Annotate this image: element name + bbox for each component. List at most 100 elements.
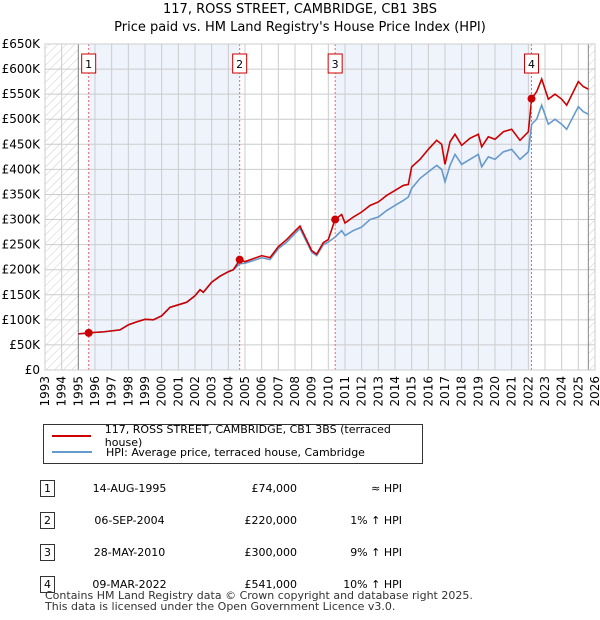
sale-label-box <box>81 53 97 74</box>
y-tick-label: £450K <box>2 137 42 151</box>
sale-label: 3 <box>332 58 339 71</box>
transaction-price: £300,000 <box>244 545 298 559</box>
footer: Contains HM Land Registry data © Crown c… <box>45 590 473 612</box>
cell-price: £220,000 <box>187 504 298 536</box>
sale-label-box <box>327 53 343 74</box>
x-tick-label: 1999 <box>138 376 152 407</box>
footer-licence: This data is licensed under the Open Gov… <box>45 600 396 613</box>
shaded-period <box>88 44 240 370</box>
cell-hpi: 9% ↑ HPI <box>297 536 402 568</box>
plot-border <box>44 43 596 371</box>
price-chart: 1993 1994 1995 1996 1997 1998 1999 2000 2001 2002… <box>2 37 600 407</box>
y-tick-label: £50K <box>9 338 41 352</box>
transaction-num: 4 <box>40 575 55 593</box>
no-data-hatch-right <box>588 44 595 370</box>
x-tick-label: 2002 <box>188 376 202 407</box>
legend-price-swatch <box>52 435 91 437</box>
transaction-num: 1 <box>40 479 55 497</box>
x-tick-label: 2022 <box>521 376 535 407</box>
x-tick-label: 2023 <box>538 376 552 407</box>
legend-hpi-label: HPI: Average price, terraced house, Camb… <box>106 445 365 459</box>
price-paid-line <box>78 76 589 335</box>
y-tick-label: £150K <box>2 288 42 302</box>
sale-label-box <box>232 53 248 74</box>
y-tick-label: £100K <box>2 313 42 327</box>
cell-date: 14-AUG-1995 <box>72 472 187 504</box>
x-tick-label: 2026 <box>588 376 600 407</box>
y-tick-label: £650K <box>2 37 42 51</box>
y-tick-label: £400K <box>2 162 42 176</box>
cell-hpi: ≈ HPI <box>297 472 402 504</box>
cell-date: 28-MAY-2010 <box>72 536 187 568</box>
y-tick-label: £600K <box>2 62 42 76</box>
y-tick-label: £250K <box>2 238 42 252</box>
x-tick-label: 1997 <box>105 376 119 407</box>
transaction-date: 09-MAR-2022 <box>92 577 167 591</box>
x-tick-label: 2003 <box>205 376 219 407</box>
cell-hpi: 1% ↑ HPI <box>297 504 402 536</box>
x-tick-label: 2019 <box>471 376 485 407</box>
y-tick-label: £550K <box>2 87 42 101</box>
sale-point <box>235 255 244 264</box>
x-tick-label: 1993 <box>38 376 52 407</box>
x-tick-label: 2024 <box>555 376 569 407</box>
table-row: 4 09-MAR-2022 £541,000 10% ↑ HPI <box>40 568 402 600</box>
transaction-date: 06-SEP-2004 <box>94 513 165 527</box>
x-tick-label: 1996 <box>88 376 102 407</box>
sale-label-box <box>524 53 539 74</box>
transaction-date: 14-AUG-1995 <box>92 481 167 495</box>
sale-point <box>527 94 536 103</box>
shaded-period <box>335 44 532 370</box>
transaction-hpi: 10% ↑ HPI <box>343 577 402 591</box>
cell-num: 2 <box>40 504 72 536</box>
x-tick-label: 2012 <box>355 376 369 407</box>
x-tick-label: 2001 <box>171 376 185 407</box>
x-tick-label: 2011 <box>338 376 352 407</box>
x-tick-label: 1998 <box>121 376 135 407</box>
legend-hpi-swatch <box>52 451 92 453</box>
sale-point <box>84 328 93 337</box>
footer-copyright: Contains HM Land Registry data © Crown c… <box>45 589 473 602</box>
chart-title: 117, ROSS STREET, CAMBRIDGE, CB1 3BS <box>163 2 437 17</box>
legend-price-label: 117, ROSS STREET, CAMBRIDGE, CB1 3BS (te… <box>104 423 391 449</box>
x-tick-label: 2006 <box>255 376 269 407</box>
y-tick-label: £350K <box>2 187 42 201</box>
x-tick-label: 2007 <box>271 376 285 407</box>
x-tick-label: 2018 <box>455 376 469 407</box>
table-row: 1 14-AUG-1995 £74,000 ≈ HPI <box>40 472 402 504</box>
x-tick-label: 2015 <box>405 376 419 407</box>
x-tick-label: 2009 <box>305 376 319 407</box>
sale-label: 4 <box>528 58 535 71</box>
transaction-hpi: 9% ↑ HPI <box>350 545 402 559</box>
x-tick-label: 2017 <box>438 376 452 407</box>
x-tick-label: 2000 <box>155 376 169 407</box>
y-tick-label: £0 <box>25 363 40 377</box>
cell-price: £300,000 <box>187 536 298 568</box>
cell-hpi: 10% ↑ HPI <box>297 568 402 600</box>
transaction-num: 3 <box>40 543 55 561</box>
sale-label: 2 <box>236 58 243 71</box>
cell-num: 4 <box>40 568 72 600</box>
cell-num: 3 <box>40 536 72 568</box>
y-tick-label: £300K <box>2 213 42 227</box>
x-tick-label: 1995 <box>71 376 85 407</box>
transaction-num: 2 <box>40 511 55 529</box>
x-tick-label: 2008 <box>288 376 302 407</box>
x-tick-label: 2004 <box>221 376 235 407</box>
table-row: 2 06-SEP-2004 £220,000 1% ↑ HPI <box>40 504 402 536</box>
cell-num: 1 <box>40 472 72 504</box>
x-tick-label: 2013 <box>371 376 385 407</box>
chart-legend: 117, ROSS STREET, CAMBRIDGE, CB1 3BS (te… <box>43 423 423 464</box>
cell-date: 06-SEP-2004 <box>72 504 187 536</box>
transaction-price: £220,000 <box>244 513 298 527</box>
table-row: 3 28-MAY-2010 £300,000 9% ↑ HPI <box>40 536 402 568</box>
x-tick-label: 2025 <box>571 376 585 407</box>
transaction-price: £541,000 <box>244 577 298 591</box>
transaction-price: £74,000 <box>251 481 298 495</box>
transaction-date: 28-MAY-2010 <box>93 545 166 559</box>
cell-date: 09-MAR-2022 <box>72 568 187 600</box>
x-tick-label: 2020 <box>488 376 502 407</box>
x-tick-label: 2010 <box>321 376 335 407</box>
x-tick-label: 2021 <box>505 376 519 407</box>
cell-price: £74,000 <box>187 472 298 504</box>
